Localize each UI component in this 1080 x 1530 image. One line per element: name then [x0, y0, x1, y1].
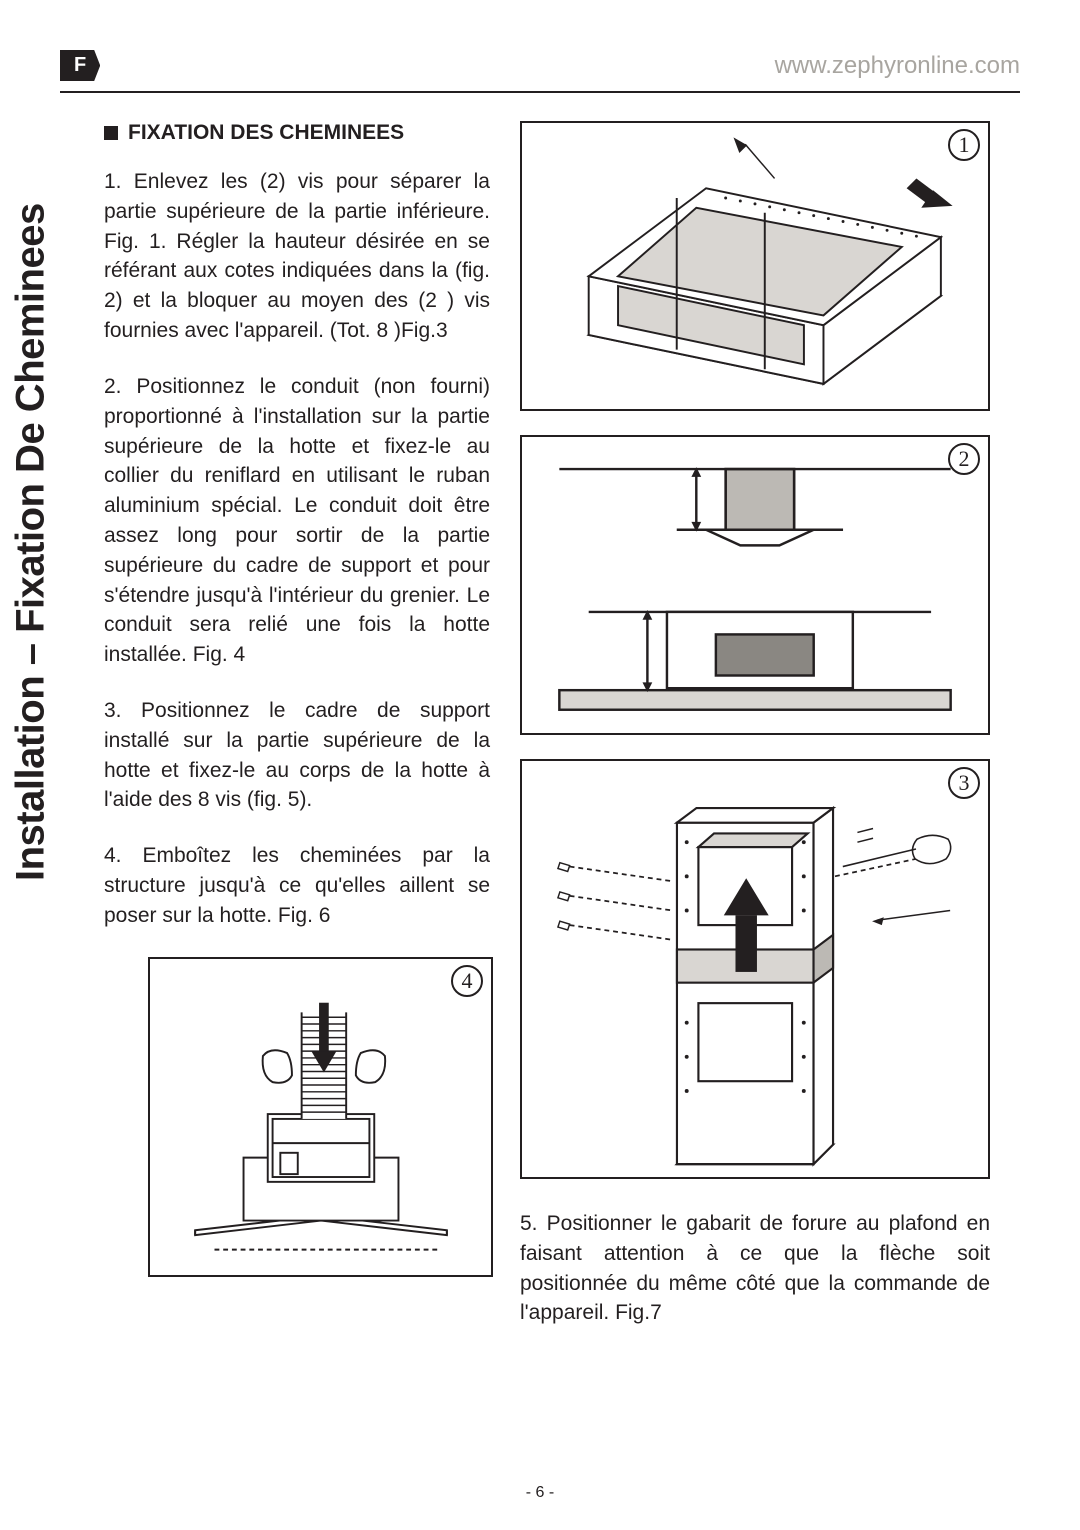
sidebar-title: Installation – Fixation De Cheminees — [9, 203, 54, 881]
step-1: 1. Enlevez les (2) vis pour séparer la p… — [104, 167, 490, 346]
header-rule — [60, 91, 1020, 93]
right-column: 1 — [520, 121, 990, 1328]
step-5: 5. Positionner le gabarit de forure au p… — [520, 1209, 990, 1328]
left-column: FIXATION DES CHEMINEES 1. Enlevez les (2… — [60, 121, 490, 1328]
figure-2-number: 2 — [948, 443, 980, 475]
header-url: www.zephyronline.com — [775, 52, 1020, 80]
section-heading: FIXATION DES CHEMINEES — [104, 121, 490, 145]
figure-4: 4 — [148, 957, 493, 1277]
figure-2: 2 — [520, 435, 990, 735]
figure-4-number: 4 — [451, 965, 483, 997]
figure-4-illustration — [156, 964, 486, 1269]
page-header: F www.zephyronline.com — [60, 50, 1020, 81]
figure-3-illustration — [530, 769, 980, 1169]
main-content: Installation – Fixation De Cheminees FIX… — [60, 121, 1020, 1328]
figure-1: 1 — [520, 121, 990, 411]
section-heading-text: FIXATION DES CHEMINEES — [128, 121, 404, 145]
figure-2-illustration — [530, 443, 980, 728]
language-tab: F — [60, 50, 100, 81]
bullet-square-icon — [104, 126, 118, 140]
figure-1-illustration — [530, 129, 980, 404]
sidebar-title-container: Installation – Fixation De Cheminees — [6, 121, 56, 881]
step-2: 2. Positionnez le conduit (non fourni) p… — [104, 372, 490, 670]
step-4: 4. Emboîtez les cheminées par la structu… — [104, 841, 490, 930]
page-number: - 6 - — [0, 1484, 1080, 1502]
figure-1-number: 1 — [948, 129, 980, 161]
figure-3-number: 3 — [948, 767, 980, 799]
figure-3: 3 — [520, 759, 990, 1179]
step-3: 3. Positionnez le cadre de support insta… — [104, 696, 490, 815]
